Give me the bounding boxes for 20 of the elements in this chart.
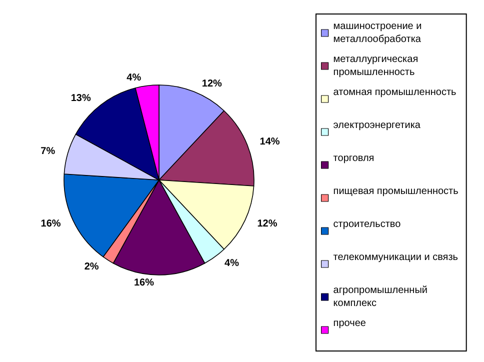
data-label: 13% [70,93,91,104]
legend-label: пищевая промышленность [333,186,458,197]
data-label: 7% [40,146,56,157]
legend-label: электроэнергетика [333,120,421,131]
data-label: 16% [134,278,154,288]
data-label: 16% [40,218,61,230]
legend-label: атомная промышленность [333,87,456,98]
legend-label: строительство [333,219,402,230]
legend-label: торговля [333,153,374,164]
data-label: 12% [202,78,222,90]
legend-label: агропромышленный комплекс [333,285,428,309]
data-label: 14% [260,136,280,148]
legend-label: прочее [333,318,366,329]
data-label: 4% [126,72,142,84]
data-label: 2% [84,261,99,272]
data-label: 4% [224,258,240,269]
data-label: 12% [257,218,278,230]
legend-label: телекоммуникации и связь [333,252,458,263]
legend-label: металлургическая промышленность [333,54,418,78]
legend-label: машиностроение и металлообработка [333,21,422,45]
